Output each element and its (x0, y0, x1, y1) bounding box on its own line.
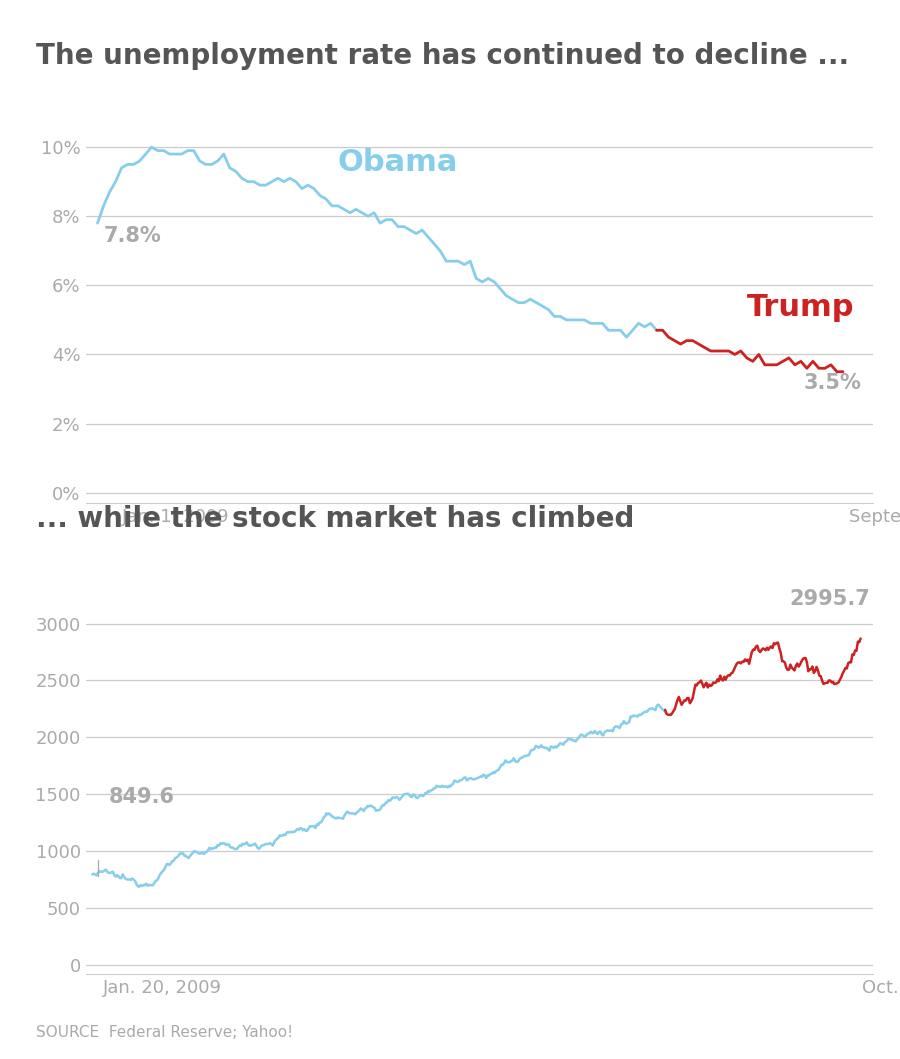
Text: ... while the stock market has climbed: ... while the stock market has climbed (36, 505, 634, 533)
Text: SOURCE  Federal Reserve; Yahoo!: SOURCE Federal Reserve; Yahoo! (36, 1025, 293, 1040)
Text: The unemployment rate has continued to decline ...: The unemployment rate has continued to d… (36, 42, 849, 70)
Text: 3.5%: 3.5% (803, 373, 861, 393)
Text: 849.6: 849.6 (109, 788, 175, 807)
Text: 2995.7: 2995.7 (789, 589, 870, 609)
Text: Obama: Obama (338, 148, 458, 177)
Text: 7.8%: 7.8% (104, 227, 161, 246)
Text: Trump: Trump (747, 293, 854, 322)
